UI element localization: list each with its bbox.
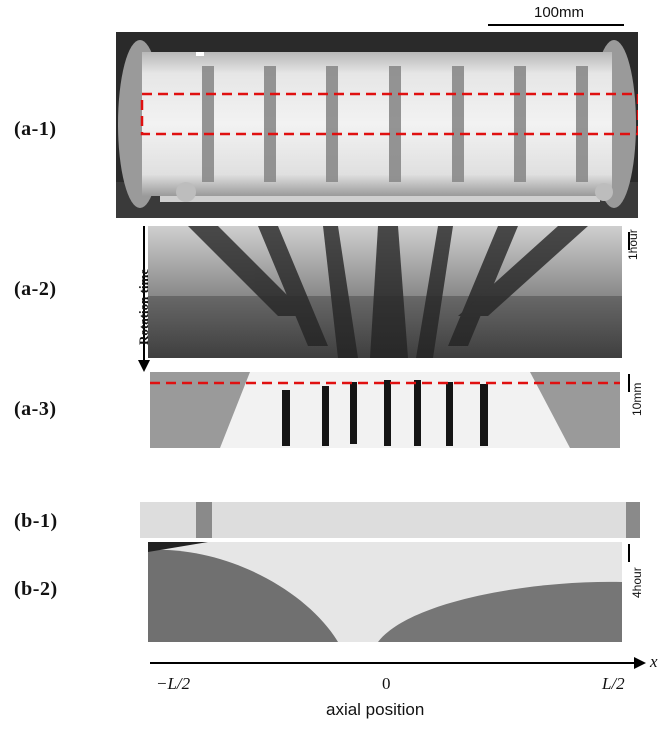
scale-label-4hour: 4hour xyxy=(630,567,644,598)
tick-left: −L/2 xyxy=(156,674,191,693)
panel-label-b1: (b-1) xyxy=(14,510,58,532)
rotation-time-arrowhead xyxy=(138,360,150,372)
scale-label-100mm: 100mm xyxy=(534,4,585,21)
rotation-time-arrow xyxy=(143,226,145,362)
x-axis-title: axial position xyxy=(326,700,425,719)
panel-label-b2: (b-2) xyxy=(14,578,58,600)
tick-center: 0 xyxy=(382,674,391,693)
panel-label-a1: (a-1) xyxy=(14,118,57,140)
scale-bar-100mm xyxy=(488,24,624,26)
scale-bar-1hour xyxy=(628,232,630,250)
band-image-a3 xyxy=(150,372,620,448)
scale-label-10mm: 10mm xyxy=(630,382,644,416)
panel-label-a2: (a-2) xyxy=(14,278,57,300)
scale-bar-10mm xyxy=(628,374,630,392)
spacetime-plot-b2 xyxy=(148,542,622,642)
x-axis-symbol: x xyxy=(650,652,658,671)
x-axis-arrowhead xyxy=(634,657,646,669)
rotation-time-label: Rotation time xyxy=(136,268,151,345)
scale-bar-4hour xyxy=(628,544,630,562)
x-axis-line xyxy=(150,662,636,664)
cylinder-photo xyxy=(116,32,638,218)
spacetime-plot-a2 xyxy=(148,226,622,358)
scale-label-1hour: 1hour xyxy=(626,229,640,260)
strip-b1 xyxy=(140,502,640,538)
panel-label-a3: (a-3) xyxy=(14,398,57,420)
tick-right: L/2 xyxy=(602,674,625,693)
